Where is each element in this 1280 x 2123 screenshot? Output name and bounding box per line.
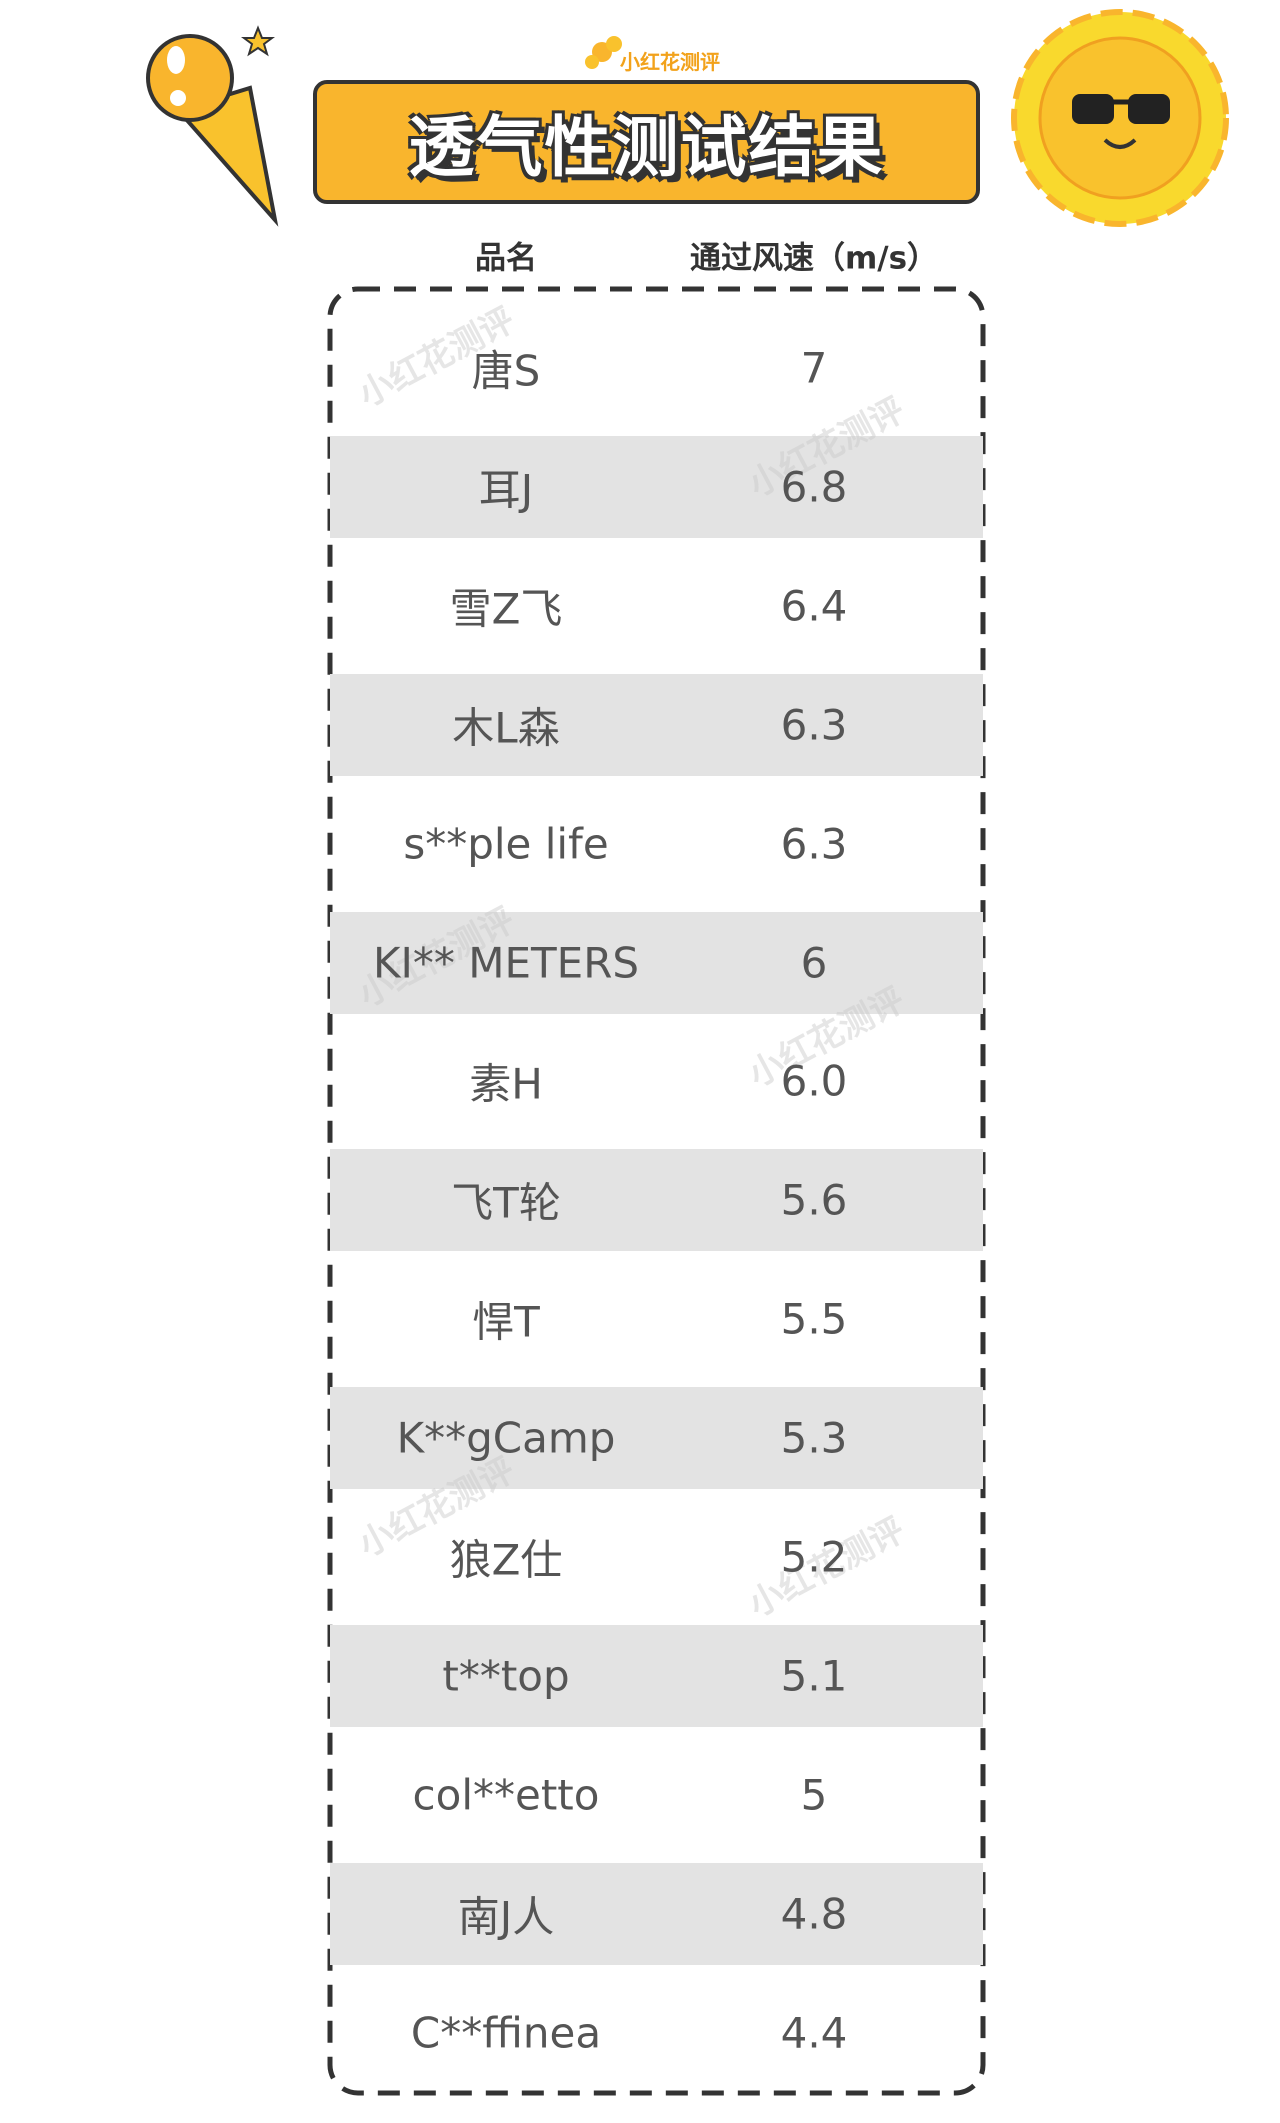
product-name: 狼Z仕 <box>449 1535 563 1585</box>
product-name: 素H <box>469 1059 543 1109</box>
row-stripe <box>330 911 983 1014</box>
product-name: s**ple life <box>403 819 609 869</box>
wind-speed: 5.2 <box>780 1532 848 1582</box>
row-stripe <box>330 435 983 538</box>
product-name: 悍T <box>472 1297 540 1347</box>
wind-speed: 7 <box>800 343 828 393</box>
ice-cream <box>146 25 279 227</box>
wind-speed: 6.3 <box>780 700 848 750</box>
row-stripe <box>330 1149 983 1252</box>
sun <box>1011 9 1229 227</box>
product-name: 飞T轮 <box>451 1178 561 1228</box>
row-stripe <box>330 1862 983 1965</box>
product-name: 雪Z飞 <box>449 584 563 634</box>
row-stripe <box>330 1624 983 1727</box>
title: 透气性测试结果 <box>313 80 980 204</box>
logo-flower <box>585 36 622 69</box>
wind-speed: 6.8 <box>780 462 848 512</box>
table-border <box>327 286 986 2096</box>
product-name: t**top <box>442 1651 570 1701</box>
wind-speed: 6 <box>800 938 828 987</box>
product-name: col**etto <box>412 1770 600 1820</box>
column-header: 品名 <box>475 240 537 277</box>
row-stripe <box>330 673 983 776</box>
wind-speed: 5 <box>800 1770 828 1820</box>
product-name: 木L森 <box>452 703 560 753</box>
row-stripe <box>330 1387 983 1490</box>
brand: 小红花测评 <box>620 50 720 74</box>
wind-speed: 4.8 <box>780 1889 848 1939</box>
wind-speed: 5.1 <box>780 1651 848 1701</box>
wind-speed: 6.3 <box>780 819 848 869</box>
wind-speed: 5.6 <box>780 1175 848 1225</box>
wind-speed: 5.3 <box>780 1413 848 1463</box>
product-name: C**ffinea <box>410 2008 602 2058</box>
wind-speed: 6.0 <box>780 1056 848 1106</box>
wind-speed: 5.5 <box>780 1294 848 1344</box>
product-name: 唐S <box>471 346 541 396</box>
product-name: 南J人 <box>457 1892 555 1942</box>
product-name: 耳J <box>478 465 534 515</box>
column-header: 通过风速（m/s） <box>689 240 939 277</box>
product-name: K**gCamp <box>396 1413 616 1463</box>
wind-speed: 6.4 <box>780 581 848 631</box>
product-name: KI** METERS <box>372 938 640 987</box>
wind-speed: 4.4 <box>780 2008 848 2058</box>
